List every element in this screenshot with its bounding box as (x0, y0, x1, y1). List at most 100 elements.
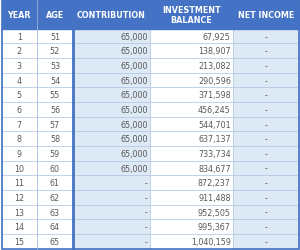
Text: 7: 7 (17, 120, 22, 129)
Text: 55: 55 (50, 91, 60, 100)
Text: 65,000: 65,000 (120, 135, 148, 144)
Bar (73, 88, 150, 103)
Text: CONTRIBUTION: CONTRIBUTION (77, 11, 146, 20)
Bar (37, 1, 73, 30)
Bar (73, 117, 150, 132)
Bar (2, 234, 37, 249)
Bar (150, 205, 233, 220)
Text: 371,598: 371,598 (198, 91, 231, 100)
Text: 637,137: 637,137 (198, 135, 231, 144)
Bar (150, 117, 233, 132)
Text: 65,000: 65,000 (120, 91, 148, 100)
Text: 65,000: 65,000 (120, 47, 148, 56)
Bar (73, 30, 150, 44)
Bar (150, 234, 233, 249)
Bar (2, 74, 37, 88)
Text: 54: 54 (50, 76, 60, 85)
Bar (2, 220, 37, 234)
Text: -: - (264, 149, 267, 158)
Bar (73, 1, 150, 30)
Bar (233, 44, 298, 59)
Text: -: - (145, 237, 148, 246)
Bar (37, 44, 73, 59)
Text: -: - (264, 106, 267, 114)
Bar (73, 176, 150, 190)
Text: 733,734: 733,734 (198, 149, 231, 158)
Text: -: - (264, 120, 267, 129)
Text: -: - (264, 47, 267, 56)
Bar (37, 220, 73, 234)
Bar (2, 44, 37, 59)
Bar (233, 234, 298, 249)
Bar (2, 59, 37, 74)
Text: 834,677: 834,677 (198, 164, 231, 173)
Bar (37, 59, 73, 74)
Text: 13: 13 (14, 208, 24, 217)
Bar (2, 176, 37, 190)
Text: 14: 14 (14, 222, 24, 231)
Text: 3: 3 (17, 62, 22, 71)
Text: -: - (264, 193, 267, 202)
Bar (150, 30, 233, 44)
Bar (233, 88, 298, 103)
Bar (150, 88, 233, 103)
Text: 56: 56 (50, 106, 60, 114)
Text: INVESTMENT
BALANCE: INVESTMENT BALANCE (162, 6, 221, 25)
Bar (2, 190, 37, 205)
Bar (233, 1, 298, 30)
Bar (37, 161, 73, 176)
Bar (233, 74, 298, 88)
Bar (233, 146, 298, 161)
Bar (73, 74, 150, 88)
Text: 138,907: 138,907 (198, 47, 231, 56)
Bar (2, 117, 37, 132)
Text: -: - (264, 91, 267, 100)
Text: 65,000: 65,000 (120, 62, 148, 71)
Text: 872,237: 872,237 (198, 178, 231, 188)
Bar (37, 132, 73, 146)
Bar (2, 1, 37, 30)
Text: 290,596: 290,596 (198, 76, 231, 85)
Text: 65,000: 65,000 (120, 106, 148, 114)
Text: 65,000: 65,000 (120, 76, 148, 85)
Bar (73, 190, 150, 205)
Text: 213,082: 213,082 (198, 62, 231, 71)
Text: -: - (145, 193, 148, 202)
Bar (233, 103, 298, 117)
Text: 1,040,159: 1,040,159 (191, 237, 231, 246)
Bar (233, 161, 298, 176)
Bar (150, 59, 233, 74)
Bar (2, 205, 37, 220)
Bar (150, 74, 233, 88)
Bar (233, 59, 298, 74)
Text: -: - (264, 76, 267, 85)
Text: 952,505: 952,505 (198, 208, 231, 217)
Text: -: - (264, 237, 267, 246)
Text: 11: 11 (14, 178, 24, 188)
Text: 53: 53 (50, 62, 60, 71)
Text: 65,000: 65,000 (120, 149, 148, 158)
Text: -: - (264, 208, 267, 217)
Bar (37, 88, 73, 103)
Bar (150, 1, 233, 30)
Text: 8: 8 (17, 135, 22, 144)
Bar (73, 205, 150, 220)
Text: 544,701: 544,701 (198, 120, 231, 129)
Bar (37, 190, 73, 205)
Text: 15: 15 (14, 237, 24, 246)
Text: 61: 61 (50, 178, 60, 188)
Text: -: - (264, 178, 267, 188)
Bar (233, 190, 298, 205)
Bar (2, 161, 37, 176)
Bar (2, 103, 37, 117)
Bar (37, 146, 73, 161)
Bar (150, 220, 233, 234)
Text: 51: 51 (50, 32, 60, 42)
Text: 911,488: 911,488 (198, 193, 231, 202)
Text: -: - (145, 178, 148, 188)
Bar (150, 190, 233, 205)
Text: 10: 10 (14, 164, 24, 173)
Bar (73, 59, 150, 74)
Bar (37, 205, 73, 220)
Text: 2: 2 (17, 47, 22, 56)
